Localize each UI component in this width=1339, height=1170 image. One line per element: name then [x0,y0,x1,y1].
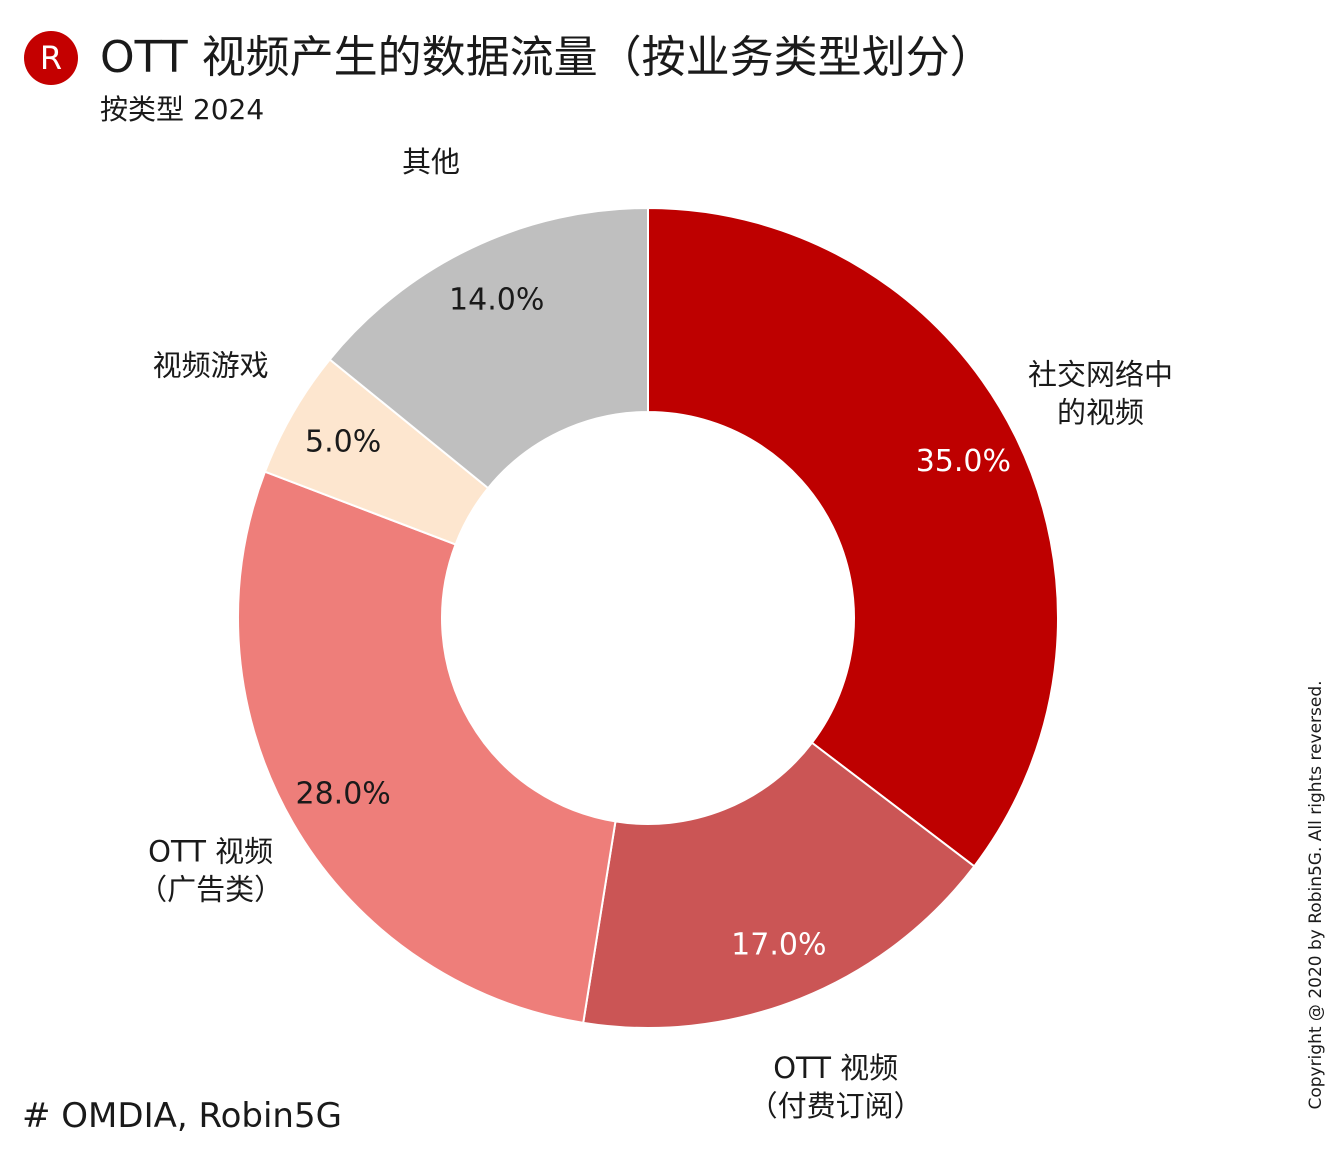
slice-value-label: 28.0% [296,777,391,812]
chart-title: OTT 视频产生的数据流量（按业务类型划分） [100,32,994,83]
brand-logo: R [24,31,78,85]
slice-value-label: 5.0% [305,425,381,460]
donut-slice [237,470,617,1024]
slice-category-label: OTT 视频（广告类） [138,835,283,907]
slice-value-label: 35.0% [916,444,1011,479]
slice-category-label: 其他 [402,145,460,179]
slice-value-label: 14.0% [449,283,544,318]
slice-value-label: 17.0% [731,927,826,962]
chart-subtitle: 按类型 2024 [100,93,265,126]
donut-slice [647,206,1059,868]
slice-category-label: OTT 视频（付费订阅） [749,1051,923,1123]
source-note: # OMDIA, Robin5G [22,1096,342,1136]
slice-category-label: 社交网络中的视频 [1028,358,1173,430]
donut-slice [328,206,649,490]
copyright-note: Copyright @ 2020 by Robin5G. All rights … [1306,680,1326,1110]
donut-slice [582,741,976,1029]
slice-category-label: 视频游戏 [153,349,269,383]
